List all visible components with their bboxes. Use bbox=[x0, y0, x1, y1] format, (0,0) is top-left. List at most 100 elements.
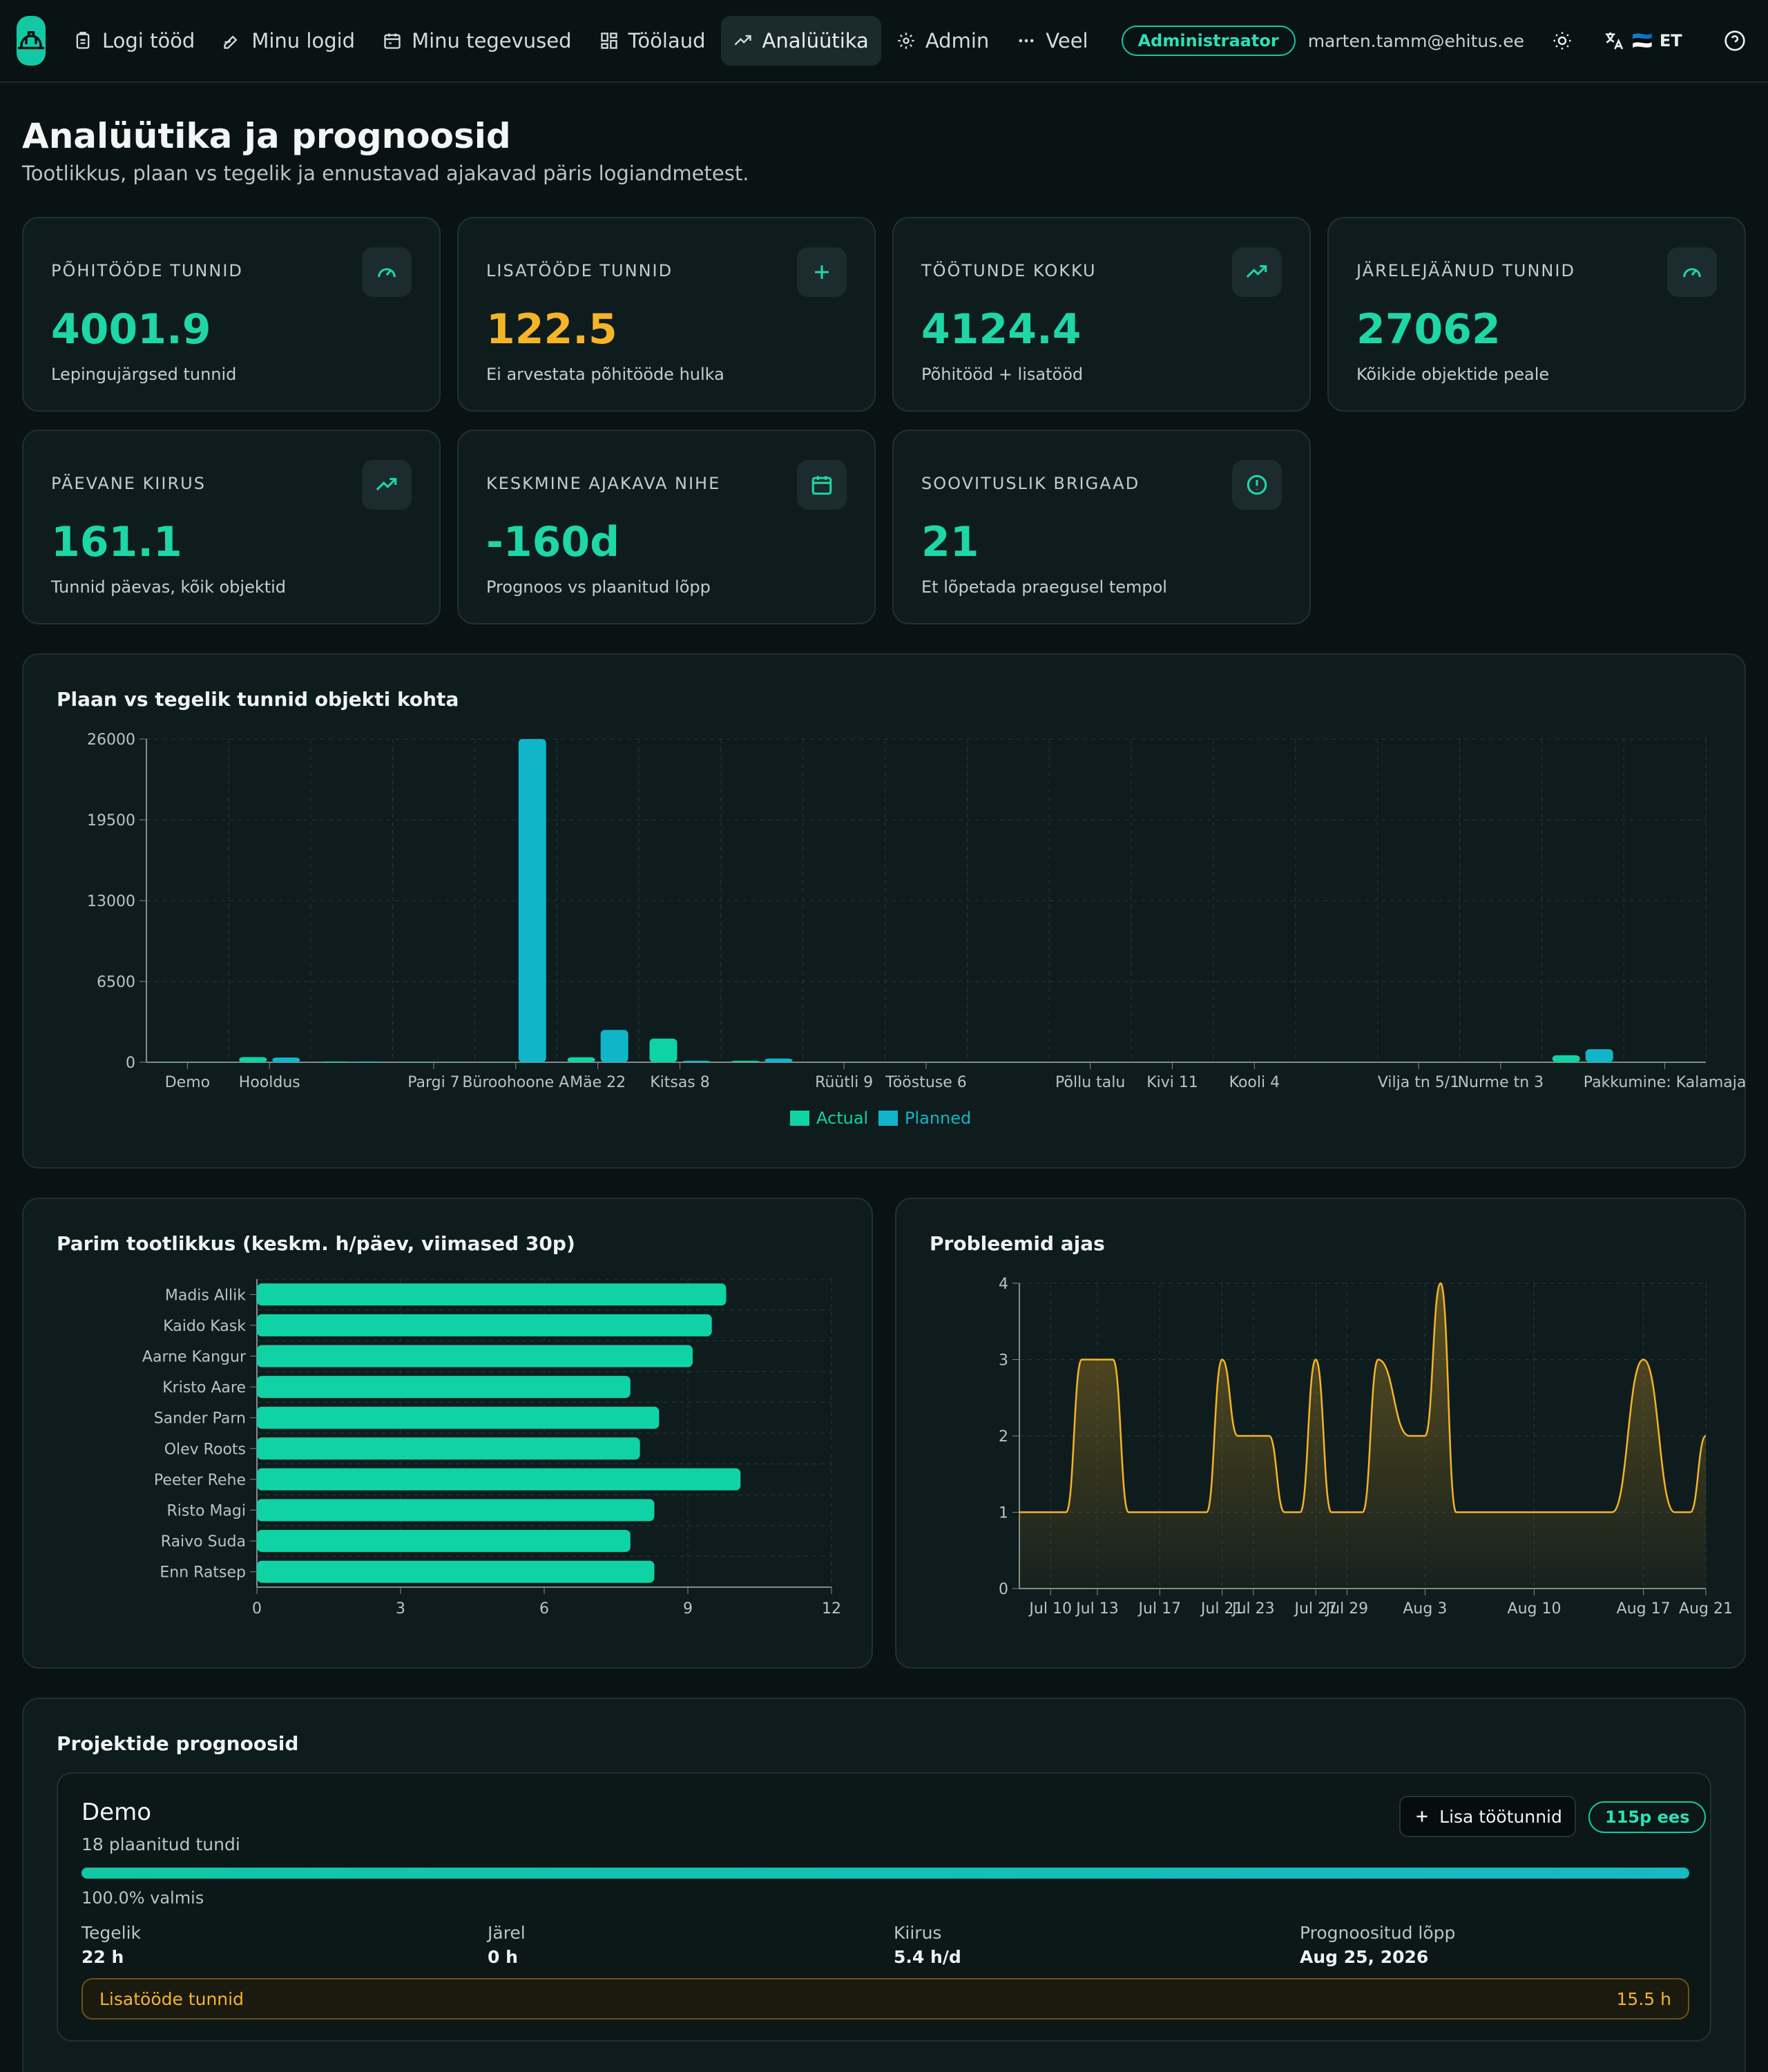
plus-icon bbox=[797, 247, 847, 297]
stat-description: Tunnid päevas, kõik objektid bbox=[51, 577, 287, 597]
y-tick-label: Aarne Kangur bbox=[142, 1349, 247, 1366]
chart-title: Parim tootlikkus (keskm. h/päev, viimase… bbox=[57, 1232, 575, 1255]
hardhat-logo-icon[interactable] bbox=[17, 16, 46, 66]
x-tick-label: Aug 3 bbox=[1403, 1600, 1447, 1618]
plan-vs-actual-chart: 0 6500 13000 19500 26000 Demo Hooldus Pargi 7 Bü… bbox=[87, 731, 1747, 1128]
bar-planned bbox=[600, 1030, 628, 1062]
add-hours-label: Lisa töötunnid bbox=[1439, 1806, 1562, 1827]
stat-label: JÄRELEJÄÄNUD TUNNID bbox=[1356, 261, 1575, 280]
stat-value: 4124.4 bbox=[921, 305, 1082, 354]
y-tick-label: Raivo Suda bbox=[161, 1533, 246, 1551]
y-tick-label: 3 bbox=[999, 1352, 1008, 1370]
legend-label-planned: Planned bbox=[905, 1109, 971, 1128]
stat-description: Põhitööd + lisatööd bbox=[921, 365, 1084, 384]
x-tick-label: Aug 21 bbox=[1679, 1600, 1733, 1618]
language-flag: 🇪🇪 bbox=[1632, 31, 1653, 50]
metric-actual: Tegelik 22 h bbox=[81, 1923, 141, 1967]
y-tick-label: Risto Magi bbox=[167, 1503, 246, 1520]
project-name: Demo bbox=[81, 1798, 152, 1826]
productivity-panel: Parim tootlikkus (keskm. h/päev, viimase… bbox=[22, 1198, 873, 1669]
stat-description: Lepingujärgsed tunnid bbox=[51, 365, 237, 384]
bar-actual bbox=[649, 1038, 678, 1062]
legend-swatch-actual bbox=[790, 1111, 809, 1126]
nav-item-my-logs[interactable]: Minu logid bbox=[210, 16, 367, 66]
y-tick-label: 6500 bbox=[97, 974, 135, 991]
stat-label: PÕHITÖÖDE TUNNID bbox=[51, 261, 243, 280]
stat-card-remaining-hours: JÄRELEJÄÄNUD TUNNID 27062 Kõikide objekt… bbox=[1327, 217, 1746, 412]
stat-card-base-hours: PÕHITÖÖDE TUNNID 4001.9 Lepingujärgsed t… bbox=[22, 217, 441, 412]
language-switcher[interactable]: 🇪🇪 ET bbox=[1603, 30, 1682, 52]
y-tick-label: Enn Ratsep bbox=[160, 1564, 246, 1582]
x-tick-label: Jul 23 bbox=[1231, 1600, 1275, 1618]
y-tick-label: 0 bbox=[999, 1581, 1008, 1598]
role-badge: Administraator bbox=[1121, 26, 1296, 56]
stat-description: Et lõpetada praegusel tempol bbox=[921, 577, 1167, 597]
metric-value: Aug 25, 2026 bbox=[1300, 1947, 1429, 1967]
nav-item-dashboard[interactable]: Töölaud bbox=[587, 16, 718, 66]
progress-bar bbox=[81, 1868, 1689, 1879]
stat-label: PÄEVANE KIIRUS bbox=[51, 474, 206, 493]
x-tick-label: Aug 10 bbox=[1508, 1600, 1562, 1618]
x-tick-label: Kivi 11 bbox=[1146, 1074, 1198, 1091]
stat-value: 21 bbox=[921, 518, 979, 566]
nav-item-label: Veel bbox=[1046, 29, 1088, 52]
trending-icon bbox=[1232, 247, 1282, 297]
help-icon[interactable] bbox=[1724, 30, 1746, 52]
issues-panel: Probleemid ajas 0 1 2 3 4 Jul 10 Jul 13 Jul 17 J… bbox=[895, 1198, 1746, 1669]
stat-description: Prognoos vs plaanitud lõpp bbox=[486, 577, 711, 597]
nav-item-log-work[interactable]: Logi tööd bbox=[61, 16, 207, 66]
bar bbox=[257, 1376, 631, 1399]
stat-card-extra-hours: LISATÖÖDE TUNNID 122.5 Ei arvestata põhi… bbox=[457, 217, 876, 412]
bar-planned bbox=[272, 1057, 300, 1062]
bar bbox=[257, 1499, 655, 1522]
add-hours-button[interactable]: Lisa töötunnid bbox=[1399, 1796, 1576, 1837]
stat-value: 27062 bbox=[1356, 305, 1501, 354]
x-tick-label: 12 bbox=[822, 1600, 841, 1618]
bar-planned bbox=[765, 1058, 793, 1062]
productivity-chart: 0 3 6 9 12 Madis Allik Kaido Kask Aarne Kangur K… bbox=[142, 1278, 841, 1618]
trending-icon bbox=[362, 460, 412, 510]
x-tick-label: 0 bbox=[252, 1600, 262, 1618]
stat-card-total-hours: TÖÖTUNDE KOKKU 4124.4 Põhitööd + lisatöö… bbox=[892, 217, 1311, 412]
page-title: Analüütika ja prognoosid bbox=[22, 116, 511, 156]
project-planned-hours: 18 plaanitud tundi bbox=[81, 1834, 240, 1854]
x-tick-label: Hooldus bbox=[239, 1074, 300, 1091]
nav-item-label: Logi tööd bbox=[102, 29, 195, 52]
bar-actual bbox=[1552, 1055, 1580, 1062]
metric-label: Kiirus bbox=[894, 1923, 942, 1943]
schedule-status-badge: 115p ees bbox=[1588, 1801, 1707, 1833]
y-tick-label: Olev Roots bbox=[164, 1441, 246, 1458]
y-tick-label: Sander Parn bbox=[154, 1410, 246, 1428]
bar-planned bbox=[1585, 1049, 1613, 1062]
plus-icon bbox=[1416, 1811, 1428, 1822]
clipboard-icon bbox=[76, 32, 90, 49]
metric-label: Prognoositud lõpp bbox=[1300, 1923, 1456, 1943]
x-tick-label: Jul 27 bbox=[1293, 1600, 1337, 1618]
nav-item-label: Analüütika bbox=[762, 29, 869, 52]
stat-card-recommended-crew: SOOVITUSLIK BRIGAAD 21 Et lõpetada praeg… bbox=[892, 430, 1311, 624]
y-tick-label: 1 bbox=[999, 1505, 1008, 1522]
plan-vs-actual-panel: Plaan vs tegelik tunnid objekti kohta 0 6… bbox=[22, 653, 1746, 1169]
x-tick-label: Jul 17 bbox=[1137, 1600, 1182, 1618]
nav-item-label: Töölaud bbox=[628, 29, 706, 52]
nav-item-my-activities[interactable]: Minu tegevused bbox=[370, 16, 584, 66]
x-tick-label: Pargi 7 bbox=[407, 1074, 460, 1091]
x-tick-label: 6 bbox=[539, 1600, 549, 1618]
y-tick-label: Kaido Kask bbox=[163, 1318, 246, 1335]
top-nav: Logi tööd Minu logid Minu tegevused Tööl… bbox=[0, 0, 1768, 83]
x-tick-label: Pakkumine: Kalamaja bbox=[1584, 1074, 1747, 1091]
x-tick-label: Jul 13 bbox=[1075, 1600, 1119, 1618]
theme-toggle-sun-icon[interactable] bbox=[1552, 30, 1573, 51]
progress-label: 100.0% valmis bbox=[81, 1888, 204, 1908]
x-tick-label: Vilja tn 5/1 bbox=[1378, 1074, 1459, 1091]
nav-item-analytics[interactable]: Analüütika bbox=[720, 16, 881, 66]
stat-card-daily-rate: PÄEVANE KIIRUS 161.1 Tunnid päevas, kõik… bbox=[22, 430, 441, 624]
bar-actual bbox=[731, 1060, 760, 1062]
x-tick-label: Jul 29 bbox=[1325, 1600, 1369, 1618]
y-tick-label: Madis Allik bbox=[165, 1287, 246, 1304]
nav-item-more[interactable]: Veel bbox=[1004, 16, 1100, 66]
dashboard-icon bbox=[600, 32, 617, 49]
nav-item-admin[interactable]: Admin bbox=[884, 16, 1001, 66]
y-tick-label: 19500 bbox=[87, 812, 135, 829]
